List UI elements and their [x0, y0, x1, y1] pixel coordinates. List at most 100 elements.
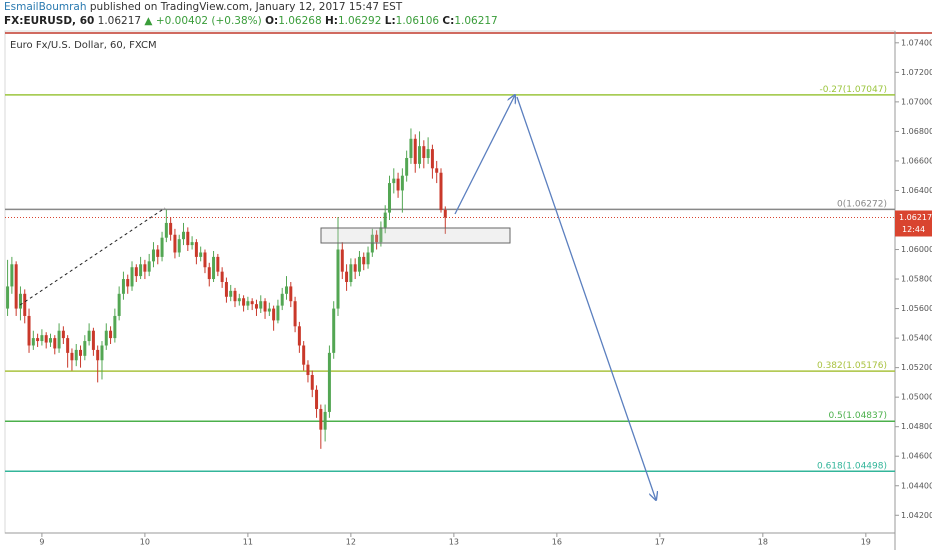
candle-body	[422, 146, 426, 158]
y-tick-label: 1.05000	[901, 393, 932, 402]
candle-body	[126, 279, 130, 287]
candle-body	[409, 138, 413, 158]
candle-body	[147, 261, 151, 272]
candle-body	[100, 345, 104, 361]
publish-line: EsmailBoumrah published on TradingView.c…	[4, 0, 904, 14]
candle-body	[242, 298, 246, 306]
candle-body	[250, 301, 254, 305]
candle-body	[36, 338, 40, 342]
candle-body	[387, 183, 391, 213]
candle-body	[109, 330, 113, 339]
y-tick-label: 1.06600	[901, 156, 932, 165]
candle-body	[370, 234, 374, 253]
candle-body	[375, 234, 379, 243]
candle-body	[177, 239, 181, 253]
fib-label: 0.382(1.05176)	[817, 361, 887, 371]
candle-body	[276, 305, 280, 321]
y-tick-label: 1.05800	[901, 275, 932, 284]
candle-body	[366, 252, 370, 265]
candle-body	[212, 256, 216, 280]
candle-body	[53, 338, 57, 349]
trend-line[interactable]	[19, 207, 166, 306]
candle-body	[10, 264, 14, 287]
candle-body	[430, 149, 434, 169]
candle-body	[229, 290, 233, 297]
candle-body	[340, 249, 344, 272]
y-tick-label: 1.04200	[901, 511, 932, 520]
x-tick-label: 16	[552, 538, 562, 547]
candle-body	[306, 364, 310, 376]
candle-body	[48, 338, 52, 343]
open-label: O:	[265, 15, 279, 27]
candle-body	[66, 338, 70, 353]
close: 1.06217	[454, 15, 498, 27]
candle-body	[323, 411, 327, 430]
y-tick-label: 1.06400	[901, 186, 932, 195]
candle-body	[186, 231, 190, 246]
candle-body	[443, 209, 447, 218]
y-tick-label: 1.07000	[901, 97, 932, 106]
candle-body	[259, 301, 263, 309]
candle-body	[263, 301, 267, 312]
zone-box[interactable]	[320, 227, 511, 244]
candle-body	[293, 301, 297, 327]
x-tick-label: 11	[243, 538, 253, 547]
arrow-down[interactable]	[516, 96, 656, 500]
candle-body	[203, 252, 207, 268]
high-label: H:	[324, 15, 338, 27]
candle-body	[160, 237, 164, 257]
axes: 1.04200 1.04400 1.04600 1.04800 1.05000 1.052…	[39, 38, 932, 547]
candle-body	[156, 249, 160, 257]
candle-body	[6, 286, 10, 309]
symbol: FX:EURUSD, 60	[4, 15, 95, 27]
close-label: C:	[442, 15, 455, 27]
candle-body	[435, 168, 439, 173]
candle-body	[246, 301, 250, 306]
candle-body	[87, 330, 91, 342]
published: published on TradingView.com, January 12…	[89, 1, 403, 13]
candle-body	[405, 157, 409, 176]
chart-title: Euro Fx/U.S. Dollar, 60, FXCM	[10, 40, 157, 51]
candle-body	[190, 242, 194, 246]
candle-body	[130, 267, 134, 287]
candle-body	[40, 335, 44, 342]
candle-body	[392, 178, 396, 184]
y-tick-label: 1.07400	[901, 38, 932, 47]
candle-body	[70, 352, 74, 361]
candle-body	[285, 286, 289, 294]
candle-body	[113, 315, 117, 339]
candle-body	[267, 308, 271, 312]
candle-body	[332, 308, 336, 353]
candle-body	[396, 178, 400, 191]
x-tick-label: 17	[655, 538, 665, 547]
candle-body	[233, 290, 237, 302]
candle-body	[362, 256, 366, 265]
change: ▲ +0.00402 (+0.38%)	[144, 15, 262, 27]
candle-body	[383, 212, 387, 228]
y-tick-label: 1.05200	[901, 363, 932, 372]
candle-body	[272, 308, 276, 321]
candle-body	[254, 304, 258, 309]
candle-body	[104, 330, 108, 346]
candle-body	[327, 352, 331, 412]
candle-body	[413, 138, 417, 164]
candle-body	[79, 349, 83, 356]
x-tick-label: 10	[140, 538, 150, 547]
candle-body	[91, 330, 95, 350]
y-tick-label: 1.05600	[901, 304, 932, 313]
last-price-label: 1.06217	[899, 213, 932, 222]
x-tick-label: 13	[449, 538, 459, 547]
arrow-up[interactable]	[454, 95, 515, 215]
candle-body	[96, 349, 100, 361]
author[interactable]: EsmailBoumrah	[4, 1, 87, 13]
candle-body	[121, 279, 125, 294]
y-tick-label: 1.04400	[901, 481, 932, 490]
candle-body	[220, 271, 224, 282]
chart: -0.27(1.07047) 0(1.06272) 0.382(1.05176) 0.…	[4, 30, 932, 550]
x-tick-label: 18	[758, 538, 768, 547]
candle-body	[357, 256, 361, 272]
low: 1.06106	[395, 15, 440, 27]
fib-label: 0.618(1.04498)	[817, 461, 887, 471]
open: 1.06268	[278, 15, 322, 27]
